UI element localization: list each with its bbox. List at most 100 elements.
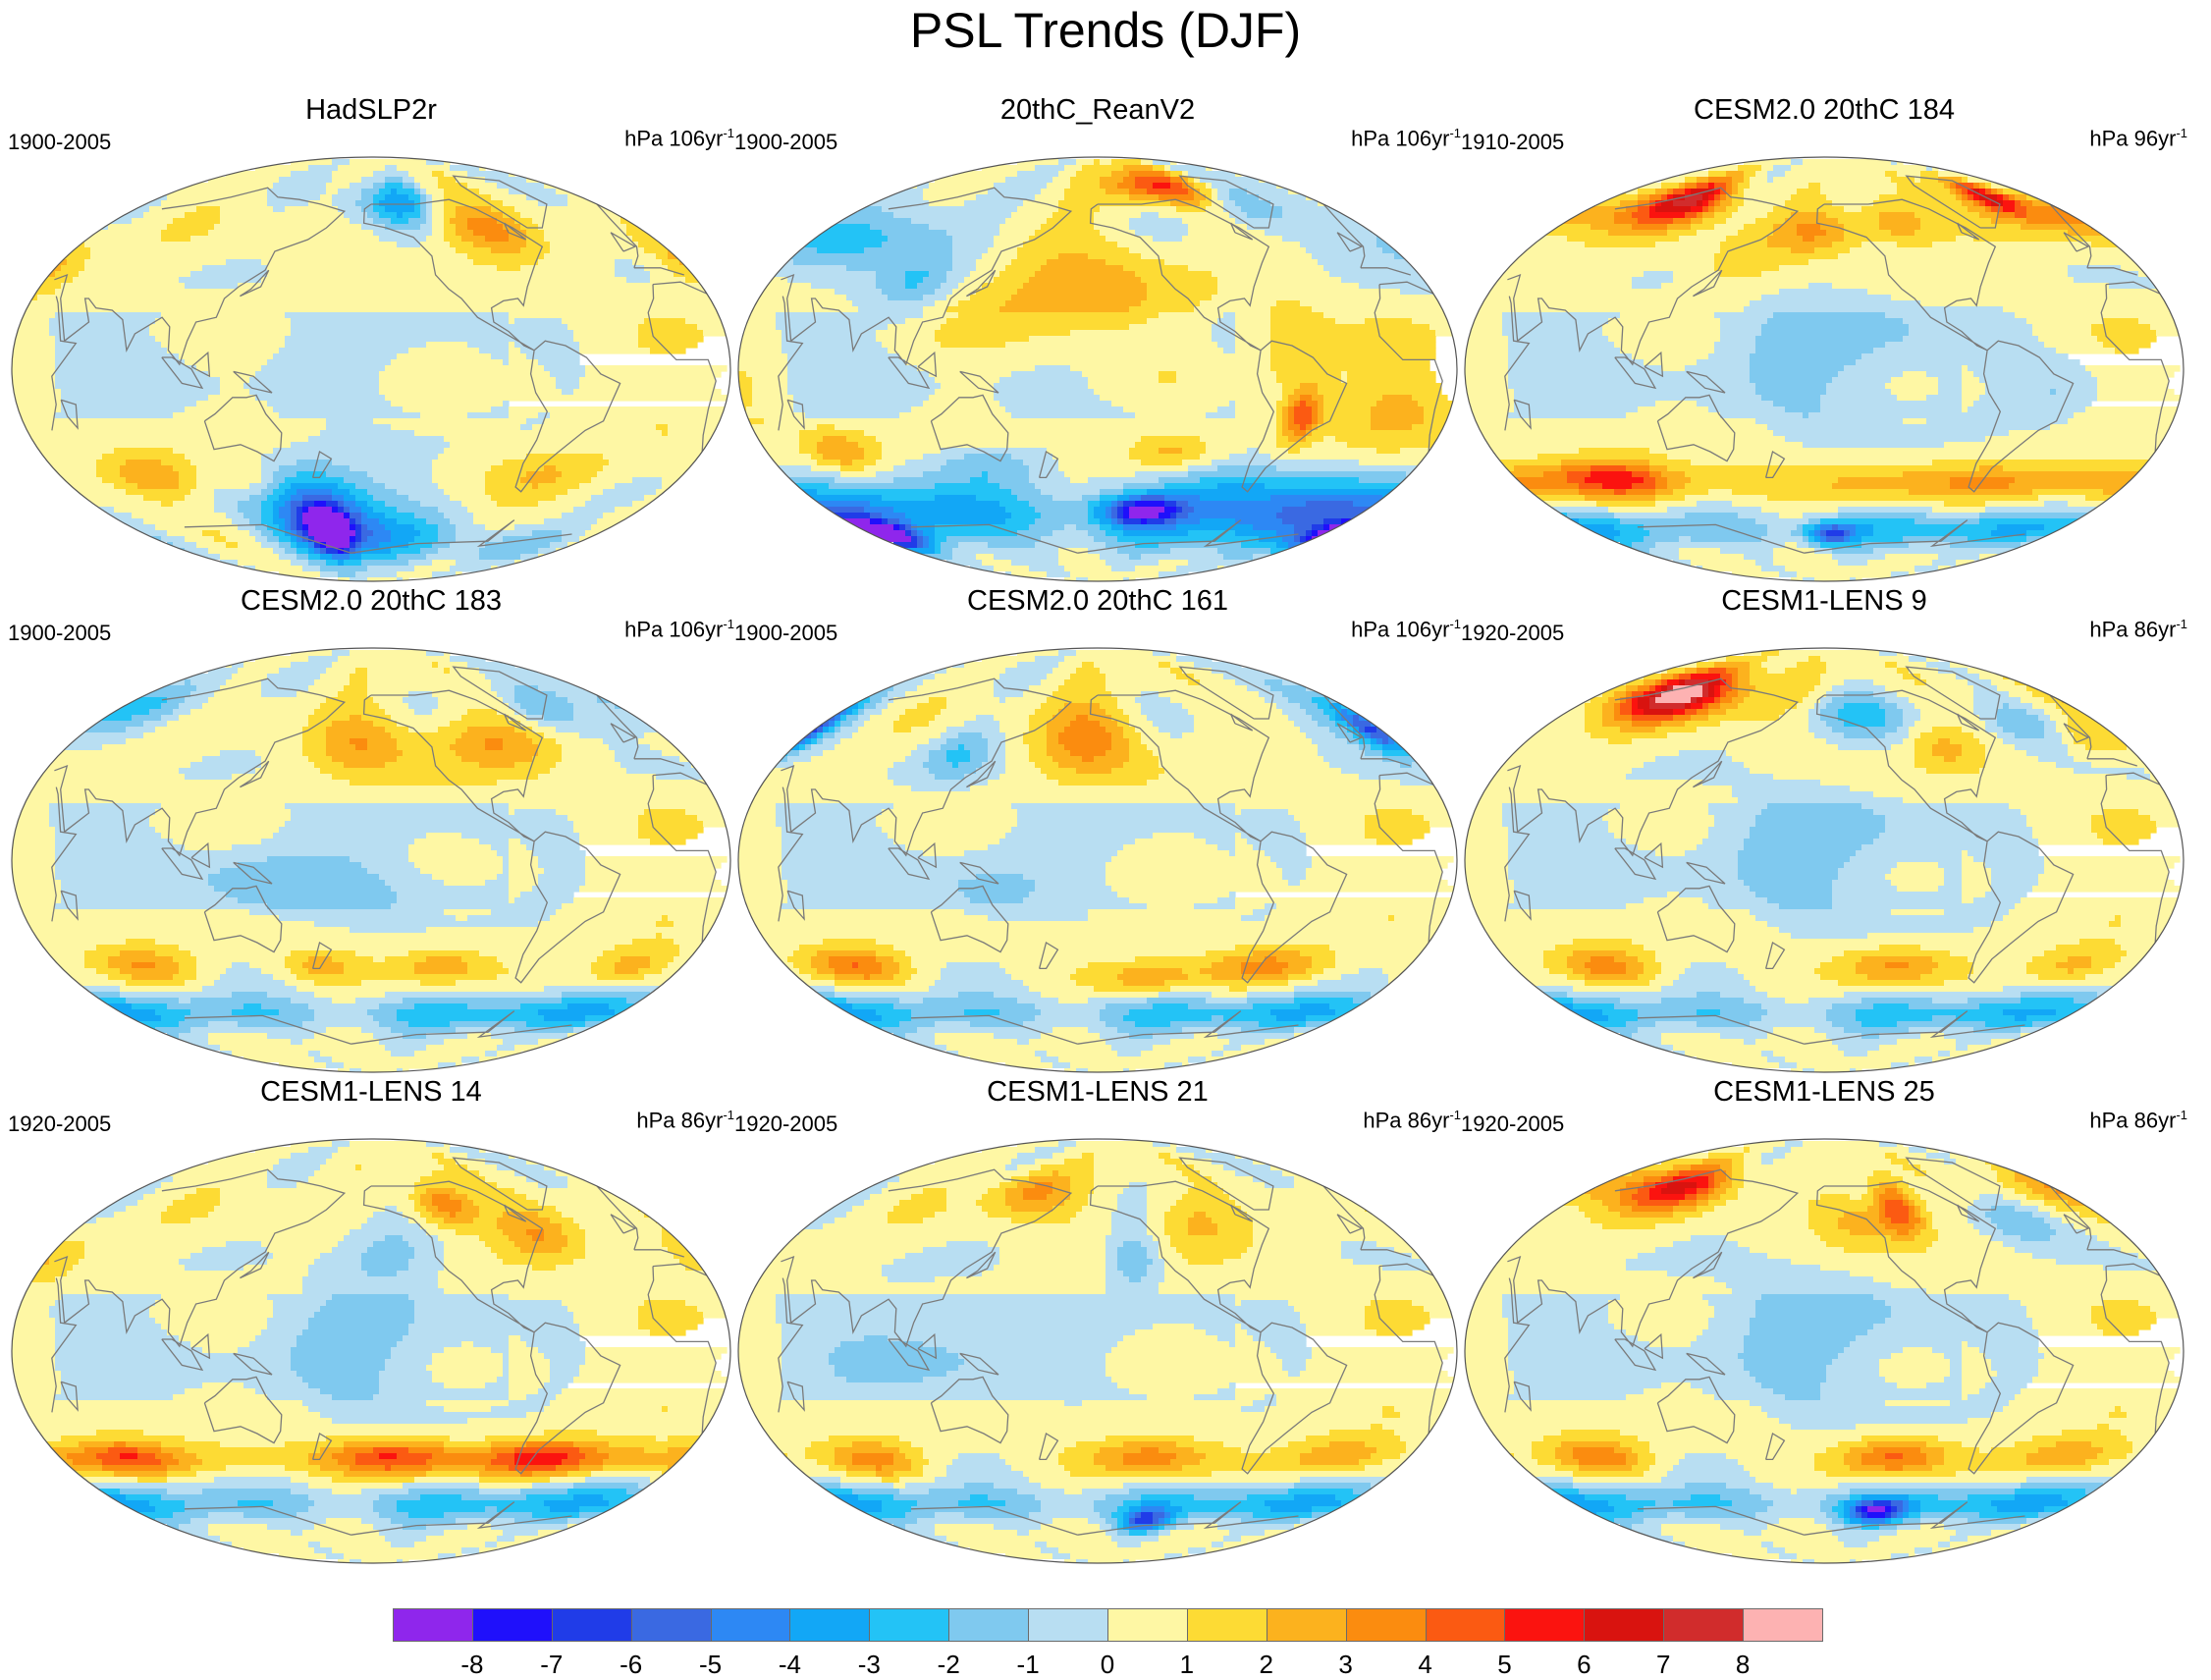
panel-units: hPa 86yr-1 — [1363, 1108, 1461, 1133]
colorbar-tick-label: -5 — [681, 1650, 740, 1680]
panel-units-exponent: -1 — [1449, 617, 1461, 631]
map — [1461, 1135, 2187, 1567]
colorbar-swatch — [869, 1608, 949, 1642]
map — [734, 153, 1461, 585]
panel-title: CESM2.0 20thC 184 — [1461, 94, 2187, 127]
colorbar-tick-label: -6 — [602, 1650, 661, 1680]
panel-units-exponent: -1 — [2176, 1108, 2187, 1122]
map — [1461, 153, 2187, 585]
panel-units: hPa 106yr-1 — [624, 617, 734, 642]
map — [8, 1135, 734, 1567]
panel-title: CESM2.0 20thC 183 — [8, 585, 734, 618]
colorbar-tick-label: -4 — [760, 1650, 819, 1680]
colorbar-swatch — [1346, 1608, 1427, 1642]
panel-period: 1920-2005 — [1461, 1111, 1564, 1137]
panel-units-exponent: -1 — [1449, 1108, 1461, 1122]
colorbar-swatch — [1504, 1608, 1585, 1642]
panel-period: 1900-2005 — [734, 130, 837, 155]
panel-units: hPa 96yr-1 — [2089, 126, 2187, 151]
panel-units-exponent: -1 — [2176, 617, 2187, 631]
panel-units-exponent: -1 — [723, 126, 734, 140]
colorbar-tick-label: 4 — [1396, 1650, 1455, 1680]
panel-units-exponent: -1 — [1449, 126, 1461, 140]
map-panel: CESM2.0 20thC 183 1900-2005 hPa 106yr-1 — [8, 585, 734, 1076]
colorbar-swatch — [472, 1608, 553, 1642]
panel-units-text: hPa 106yr — [624, 126, 723, 150]
colorbar-swatch — [393, 1608, 473, 1642]
panel-units: hPa 106yr-1 — [624, 126, 734, 151]
panel-title: CESM1-LENS 9 — [1461, 585, 2187, 618]
panel-title: CESM1-LENS 21 — [734, 1076, 1461, 1109]
colorbar-swatch — [1187, 1608, 1267, 1642]
colorbar-swatch — [948, 1608, 1029, 1642]
colorbar-tick-label: -2 — [919, 1650, 978, 1680]
colorbar-tick-label: -7 — [522, 1650, 581, 1680]
colorbar-swatch — [1107, 1608, 1188, 1642]
panel-units-exponent: -1 — [723, 617, 734, 631]
colorbar-swatch — [1743, 1608, 1823, 1642]
map — [734, 1135, 1461, 1567]
colorbar-swatch — [789, 1608, 870, 1642]
colorbar-tick-label: 7 — [1634, 1650, 1693, 1680]
colorbar-swatch — [1663, 1608, 1744, 1642]
map-panel: CESM2.0 20thC 184 1910-2005 hPa 96yr-1 — [1461, 94, 2187, 585]
map-panel: CESM1-LENS 9 1920-2005 hPa 86yr-1 — [1461, 585, 2187, 1076]
colorbar-tick-label: 2 — [1237, 1650, 1296, 1680]
panel-units-text: hPa 106yr — [1351, 617, 1449, 641]
panel-units-exponent: -1 — [723, 1108, 734, 1122]
colorbar-swatch — [1584, 1608, 1664, 1642]
panel-units-text: hPa 106yr — [624, 617, 723, 641]
colorbar-tick-label: -8 — [443, 1650, 502, 1680]
panel-title: CESM1-LENS 14 — [8, 1076, 734, 1109]
panel-units: hPa 86yr-1 — [2089, 1108, 2187, 1133]
map — [8, 153, 734, 585]
map — [8, 644, 734, 1076]
panel-units-text: hPa 96yr — [2089, 126, 2176, 150]
panel-period: 1920-2005 — [8, 1111, 111, 1137]
colorbar-swatch — [1028, 1608, 1108, 1642]
panel-units-text: hPa 86yr — [2089, 1108, 2176, 1132]
colorbar-swatch — [552, 1608, 632, 1642]
colorbar-tick-label: -1 — [998, 1650, 1057, 1680]
colorbar-swatch — [1267, 1608, 1347, 1642]
panel-period: 1920-2005 — [1461, 621, 1564, 646]
colorbar-tick-label: 0 — [1078, 1650, 1137, 1680]
colorbar-tick-label: 3 — [1317, 1650, 1375, 1680]
panel-period: 1900-2005 — [8, 621, 111, 646]
colorbar-swatch — [711, 1608, 791, 1642]
figure-title: PSL Trends (DJF) — [0, 2, 2211, 59]
map-panel: CESM2.0 20thC 161 1900-2005 hPa 106yr-1 — [734, 585, 1461, 1076]
colorbar-tick-label: 1 — [1158, 1650, 1216, 1680]
panel-units-text: hPa 86yr — [1363, 1108, 1449, 1132]
colorbar-tick-label: 8 — [1713, 1650, 1772, 1680]
colorbar-tick-label: -3 — [839, 1650, 898, 1680]
colorbar — [393, 1608, 1822, 1642]
map-panel: 20thC_ReanV2 1900-2005 hPa 106yr-1 — [734, 94, 1461, 585]
panel-period: 1920-2005 — [734, 1111, 837, 1137]
map — [1461, 644, 2187, 1076]
colorbar-swatch — [1426, 1608, 1506, 1642]
panel-period: 1900-2005 — [734, 621, 837, 646]
panel-title: CESM2.0 20thC 161 — [734, 585, 1461, 618]
panel-title: 20thC_ReanV2 — [734, 94, 1461, 127]
colorbar-swatch — [631, 1608, 712, 1642]
panel-units: hPa 86yr-1 — [2089, 617, 2187, 642]
colorbar-tick-label: 5 — [1475, 1650, 1534, 1680]
panel-units: hPa 106yr-1 — [1351, 617, 1461, 642]
panel-units-text: hPa 86yr — [636, 1108, 723, 1132]
map — [734, 644, 1461, 1076]
panel-period: 1900-2005 — [8, 130, 111, 155]
panel-units: hPa 106yr-1 — [1351, 126, 1461, 151]
panel-title: CESM1-LENS 25 — [1461, 1076, 2187, 1109]
panel-units-text: hPa 106yr — [1351, 126, 1449, 150]
map-panel: HadSLP2r 1900-2005 hPa 106yr-1 — [8, 94, 734, 585]
panel-title: HadSLP2r — [8, 94, 734, 127]
panel-units-exponent: -1 — [2176, 126, 2187, 140]
panel-period: 1910-2005 — [1461, 130, 1564, 155]
colorbar-tick-label: 6 — [1554, 1650, 1613, 1680]
panel-units-text: hPa 86yr — [2089, 617, 2176, 641]
panel-units: hPa 86yr-1 — [636, 1108, 734, 1133]
